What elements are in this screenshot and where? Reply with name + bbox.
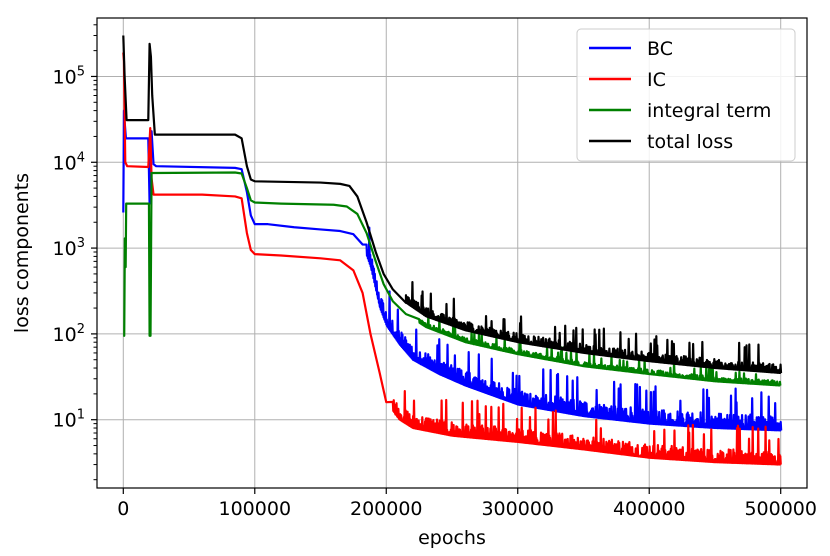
legend-box [576, 28, 796, 162]
series-group [122, 35, 783, 466]
y-tick-label: 105 [53, 64, 85, 88]
y-axis-label: loss components [11, 173, 33, 333]
y-tick-label: 104 [53, 150, 85, 174]
series-line-bc [122, 109, 783, 432]
legend-label: integral term [647, 100, 771, 122]
x-tick-label: 500000 [744, 498, 817, 520]
x-tick-label: 400000 [613, 498, 686, 520]
y-tick-label: 103 [53, 236, 85, 260]
series-line-integral-term [123, 171, 782, 387]
legend-label: total loss [647, 131, 733, 153]
legend-label: BC [647, 38, 673, 60]
y-tick-label: 101 [53, 408, 85, 432]
series-line-ic [122, 52, 782, 466]
y-tick-label: 102 [53, 322, 85, 346]
x-tick-label: 300000 [481, 498, 554, 520]
series-line-total-loss [122, 35, 783, 375]
x-axis-label: epochs [418, 527, 486, 549]
x-tick-label: 100000 [219, 498, 292, 520]
axis-ticks: 0 100000 200000 300000 400000 500000 101 102 103… [53, 24, 817, 520]
plot-frame [96, 17, 808, 489]
x-tick-label: 0 [117, 498, 129, 520]
x-tick-label: 200000 [350, 498, 423, 520]
legend: BC IC integral term total loss [576, 28, 796, 162]
legend-label: IC [647, 69, 666, 91]
